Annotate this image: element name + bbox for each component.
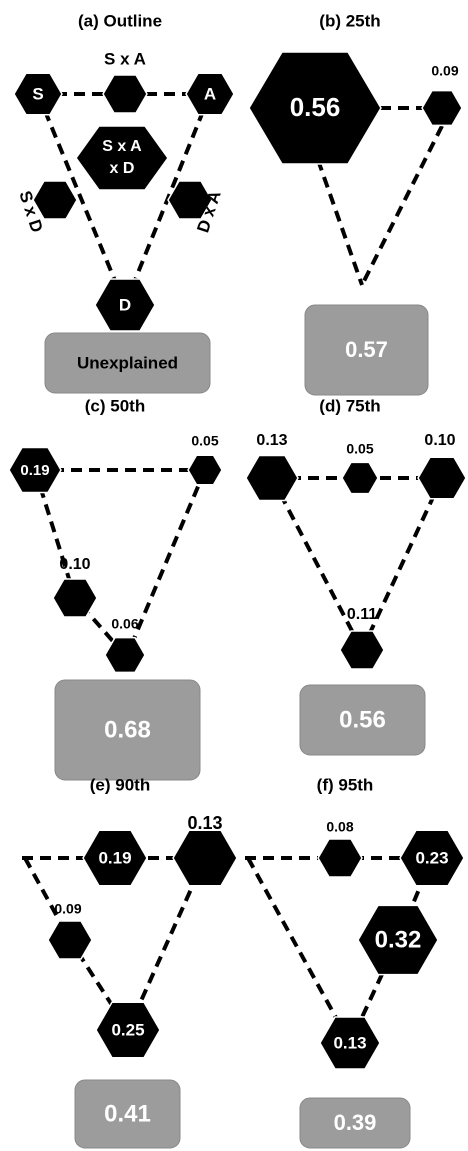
unexplained-box (304, 304, 429, 396)
node-label: 0.23 (415, 848, 448, 867)
hexagon-node (167, 180, 213, 220)
node-label: 0.08 (326, 819, 353, 835)
node-label: 0.05 (346, 441, 373, 457)
hexagon-node (417, 456, 467, 500)
unexplained-box (74, 1079, 181, 1149)
hexagon-node (8, 446, 62, 494)
unexplained-box (299, 684, 426, 756)
hexagon-node (399, 829, 465, 887)
hexagon-node (187, 454, 223, 486)
hexagon-node (172, 829, 238, 887)
node-label: 0.13 (333, 1033, 366, 1052)
hexagon-node (185, 72, 235, 116)
box-label: 0.41 (104, 1100, 151, 1127)
hexagon-node (339, 630, 385, 670)
node-label: 0.11 (347, 606, 377, 623)
box-label: 0.56 (339, 706, 386, 733)
hexagon-node (245, 454, 299, 502)
hexagon-node (248, 51, 382, 165)
node-label: 0.13 (187, 813, 222, 833)
node-label: 0.19 (98, 848, 131, 867)
box-label: 0.68 (104, 716, 151, 743)
panel-title: (a) Outline (78, 11, 162, 30)
node-label: 0.09 (54, 901, 81, 917)
hexagon-node (104, 636, 146, 674)
panel-title: (b) 25th (319, 11, 380, 30)
hexagon-node (421, 89, 463, 127)
dashed-link (126, 857, 207, 1031)
dashed-link (270, 477, 364, 651)
panel-title: (f) 95th (317, 775, 374, 794)
dashed-link (36, 93, 127, 306)
hexagon-node (102, 74, 148, 114)
hexagon-node (47, 920, 93, 960)
node-label: 0.56 (290, 92, 341, 122)
hexagon-node (75, 125, 169, 191)
node-label: 0.25 (111, 1020, 144, 1039)
hexagon-node (95, 1001, 161, 1059)
node-label: S x A (102, 138, 142, 155)
unexplained-box (54, 679, 201, 781)
hexagon-node (94, 278, 156, 332)
dashed-link (316, 159, 364, 286)
panel-title: (d) 75th (319, 396, 380, 415)
unexplained-box (44, 332, 211, 394)
panel-title: (e) 90th (90, 775, 150, 794)
node-label: x D (110, 160, 135, 177)
dashed-link (360, 125, 444, 286)
node-label: 0.09 (431, 63, 458, 79)
dashed-link (246, 857, 352, 1044)
node-label: D (119, 295, 131, 314)
dashed-link (123, 469, 207, 661)
node-label: 0.32 (375, 926, 422, 953)
node-label: S (32, 84, 43, 103)
panel-title: (c) 50th (85, 396, 145, 415)
hexagon-node (319, 1016, 381, 1070)
hexagon-node (32, 180, 78, 220)
box-label: 0.57 (345, 337, 388, 362)
hexagon-node (341, 461, 379, 495)
node-label: S x A (104, 49, 146, 68)
node-label: 0.05 (191, 433, 218, 449)
box-label: Unexplained (77, 353, 178, 372)
hexagon-node (357, 904, 439, 976)
node-label: 0.13 (256, 432, 287, 449)
hexagon-node (52, 578, 98, 618)
unexplained-box (299, 1097, 411, 1149)
node-label: 0.10 (424, 432, 455, 449)
node-label: 0.10 (59, 556, 90, 573)
hexagon-node (82, 829, 148, 887)
hexagon-node (317, 838, 363, 878)
dashed-link (348, 857, 434, 1044)
node-label: 0.19 (20, 462, 49, 479)
node-label: 0.06 (111, 616, 138, 632)
box-label: 0.39 (334, 1110, 377, 1135)
dashed-link (360, 477, 444, 651)
node-label: A (204, 84, 216, 103)
hexagon-node (13, 72, 63, 116)
